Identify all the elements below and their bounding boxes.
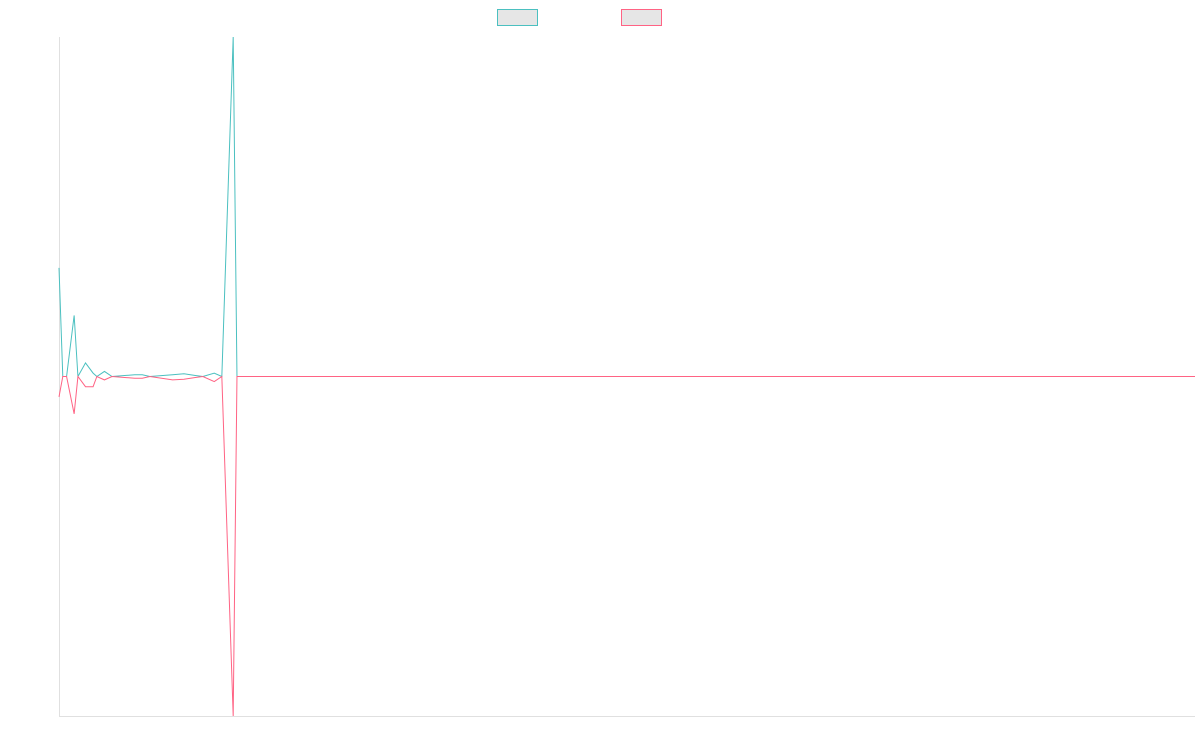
legend-swatch [497,9,538,26]
legend-swatch [621,9,662,26]
series-line [58,36,1195,379]
series-line [58,375,1195,717]
